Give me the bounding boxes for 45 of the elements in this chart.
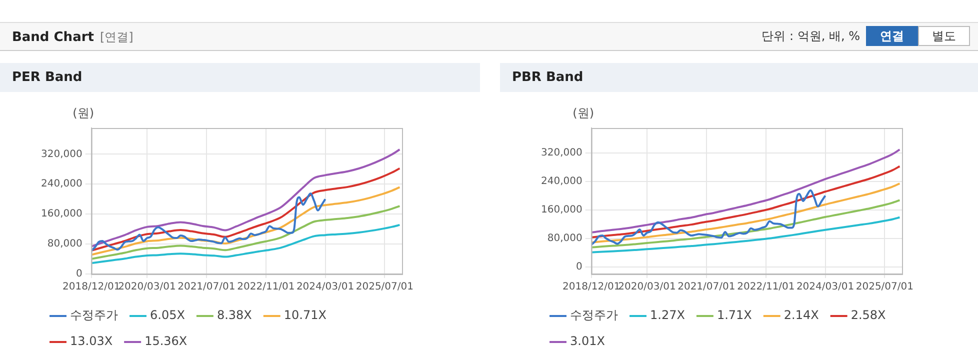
chart-title: PBR Band: [500, 63, 978, 92]
legend-label: 6.05X: [150, 308, 185, 322]
x-tick-label: 2022/11/01: [737, 282, 795, 293]
x-tick-label: 2020/03/01: [618, 282, 676, 293]
x-tick-label: 2025/07/01: [856, 282, 914, 293]
legend-label: 1.71X: [716, 308, 752, 322]
x-tick-label: 2020/03/01: [118, 282, 176, 293]
x-tick-label: 2018/12/01: [62, 282, 120, 293]
x-tick-label: 2024/03/01: [796, 282, 854, 293]
legend-label: 2.58X: [850, 308, 886, 322]
text: 단위 : 억원, 배, %: [762, 28, 860, 44]
line-series: [91, 192, 326, 252]
y-tick-label: 320,000: [540, 148, 582, 159]
text: [연결]: [100, 30, 134, 44]
y-tick-label: 240,000: [540, 176, 582, 188]
legend-label: 1.27X: [650, 308, 685, 322]
line-series: [591, 189, 826, 246]
text: Band Chart: [12, 30, 94, 45]
y-tick-label: 80,000: [47, 238, 82, 250]
legend-label: 수정주가: [570, 308, 618, 322]
legend-label: 2.14X: [784, 308, 819, 322]
y-tick-label: 320,000: [40, 148, 82, 160]
legend-label: 10.71X: [284, 308, 326, 322]
x-tick-label: 2021/07/01: [678, 282, 736, 293]
legend-label: 8.38X: [216, 308, 252, 322]
x-tick-label: 2021/07/01: [178, 282, 236, 293]
y-tick-label: 0: [576, 261, 582, 272]
text: 연결: [866, 26, 918, 46]
y-tick-label: 240,000: [40, 178, 82, 190]
legend-label: 수정주가: [70, 308, 118, 322]
y-axis-title: (원): [72, 106, 94, 120]
legend-label: 3.01X: [570, 334, 605, 348]
y-tick-label: 80,000: [547, 232, 582, 244]
x-tick-label: 2024/03/01: [296, 282, 354, 293]
x-tick-label: 2022/11/01: [237, 282, 295, 293]
text: 별도: [918, 26, 970, 46]
chart-title: PER Band: [0, 63, 480, 92]
x-tick-label: 2025/07/01: [356, 282, 414, 293]
y-tick-label: 160,000: [40, 208, 82, 220]
legend-label: 15.36X: [144, 334, 188, 348]
y-tick-label: 160,000: [540, 204, 582, 216]
y-tick-label: 0: [76, 268, 82, 280]
y-axis-title: (원): [572, 106, 594, 120]
legend-label: 13.03X: [70, 334, 113, 348]
x-tick-label: 2018/12/01: [562, 282, 620, 293]
